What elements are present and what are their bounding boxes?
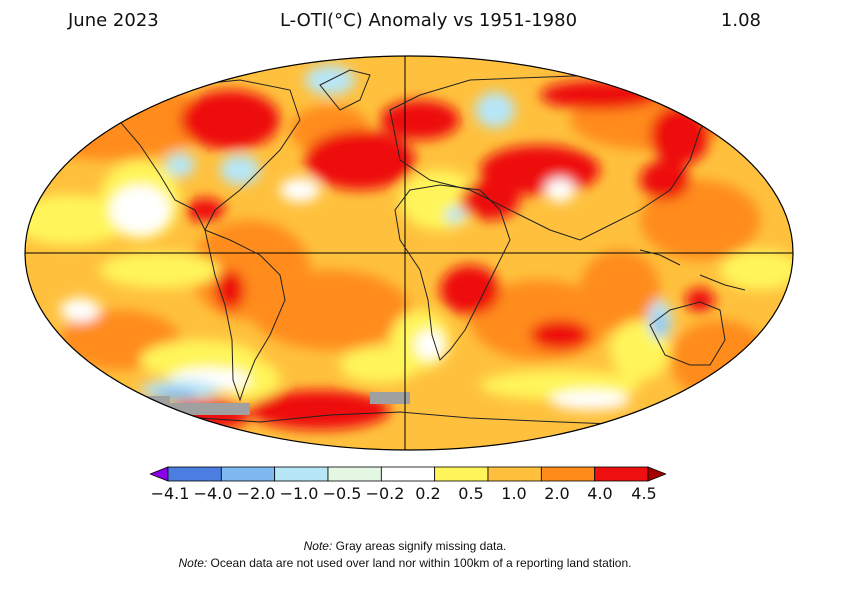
colorbar-segment <box>380 466 436 482</box>
colorbar-segment <box>220 466 276 482</box>
colorbar-tick-label: −4.1 <box>150 484 190 503</box>
note-ocean-data: Note: Ocean data are not used over land … <box>0 555 810 572</box>
colorbar-tick-label: 4.0 <box>587 484 613 503</box>
colorbar-tick-label: 0.5 <box>458 484 484 503</box>
colorbar-segment <box>167 466 222 482</box>
global-anomaly-value: 1.08 <box>720 10 761 31</box>
colorbar-tick-label: 2.0 <box>544 484 570 503</box>
colorbar-tick-labels: −4.1 −4.0 −2.0 −1.0 −0.5 −0.2 0.2 0.5 1.0 2.0 4.0 4… <box>150 484 666 508</box>
colorbar <box>150 466 666 482</box>
note-text: Ocean data are not used over land nor wi… <box>207 556 632 570</box>
anomaly-field <box>25 56 793 450</box>
colorbar-segment <box>274 466 329 482</box>
anomaly-map <box>24 55 794 451</box>
note-missing-data: Note: Gray areas signify missing data. <box>0 538 810 555</box>
colorbar-segment <box>327 466 382 482</box>
colorbar-tick-label: 0.2 <box>415 484 441 503</box>
map-border <box>24 55 794 451</box>
colorbar-tick-label: −0.5 <box>322 484 362 503</box>
colorbar-segment <box>594 466 649 482</box>
colorbar-tick-label: 1.0 <box>501 484 527 503</box>
colorbar-segment <box>434 466 489 482</box>
colorbar-segment <box>540 466 596 482</box>
colorbar-tick-label: −2.0 <box>236 484 276 503</box>
date-label: June 2023 <box>68 10 159 31</box>
note-text: Gray areas signify missing data. <box>332 539 507 553</box>
map-title: L-OTI(°C) Anomaly vs 1951-1980 <box>279 10 578 31</box>
colorbar-segment <box>487 466 542 482</box>
colorbar-tick-label: −1.0 <box>279 484 319 503</box>
colorbar-tick-label: −4.0 <box>193 484 233 503</box>
colorbar-tick-label: 4.5 <box>631 484 657 503</box>
note-label: Note: <box>303 539 333 553</box>
colorbar-max-arrow <box>647 466 666 482</box>
note-label: Note: <box>178 556 208 570</box>
colorbar-tick-label: −0.2 <box>365 484 405 503</box>
notes: Note: Gray areas signify missing data. N… <box>0 538 810 572</box>
colorbar-min-arrow <box>150 466 169 482</box>
